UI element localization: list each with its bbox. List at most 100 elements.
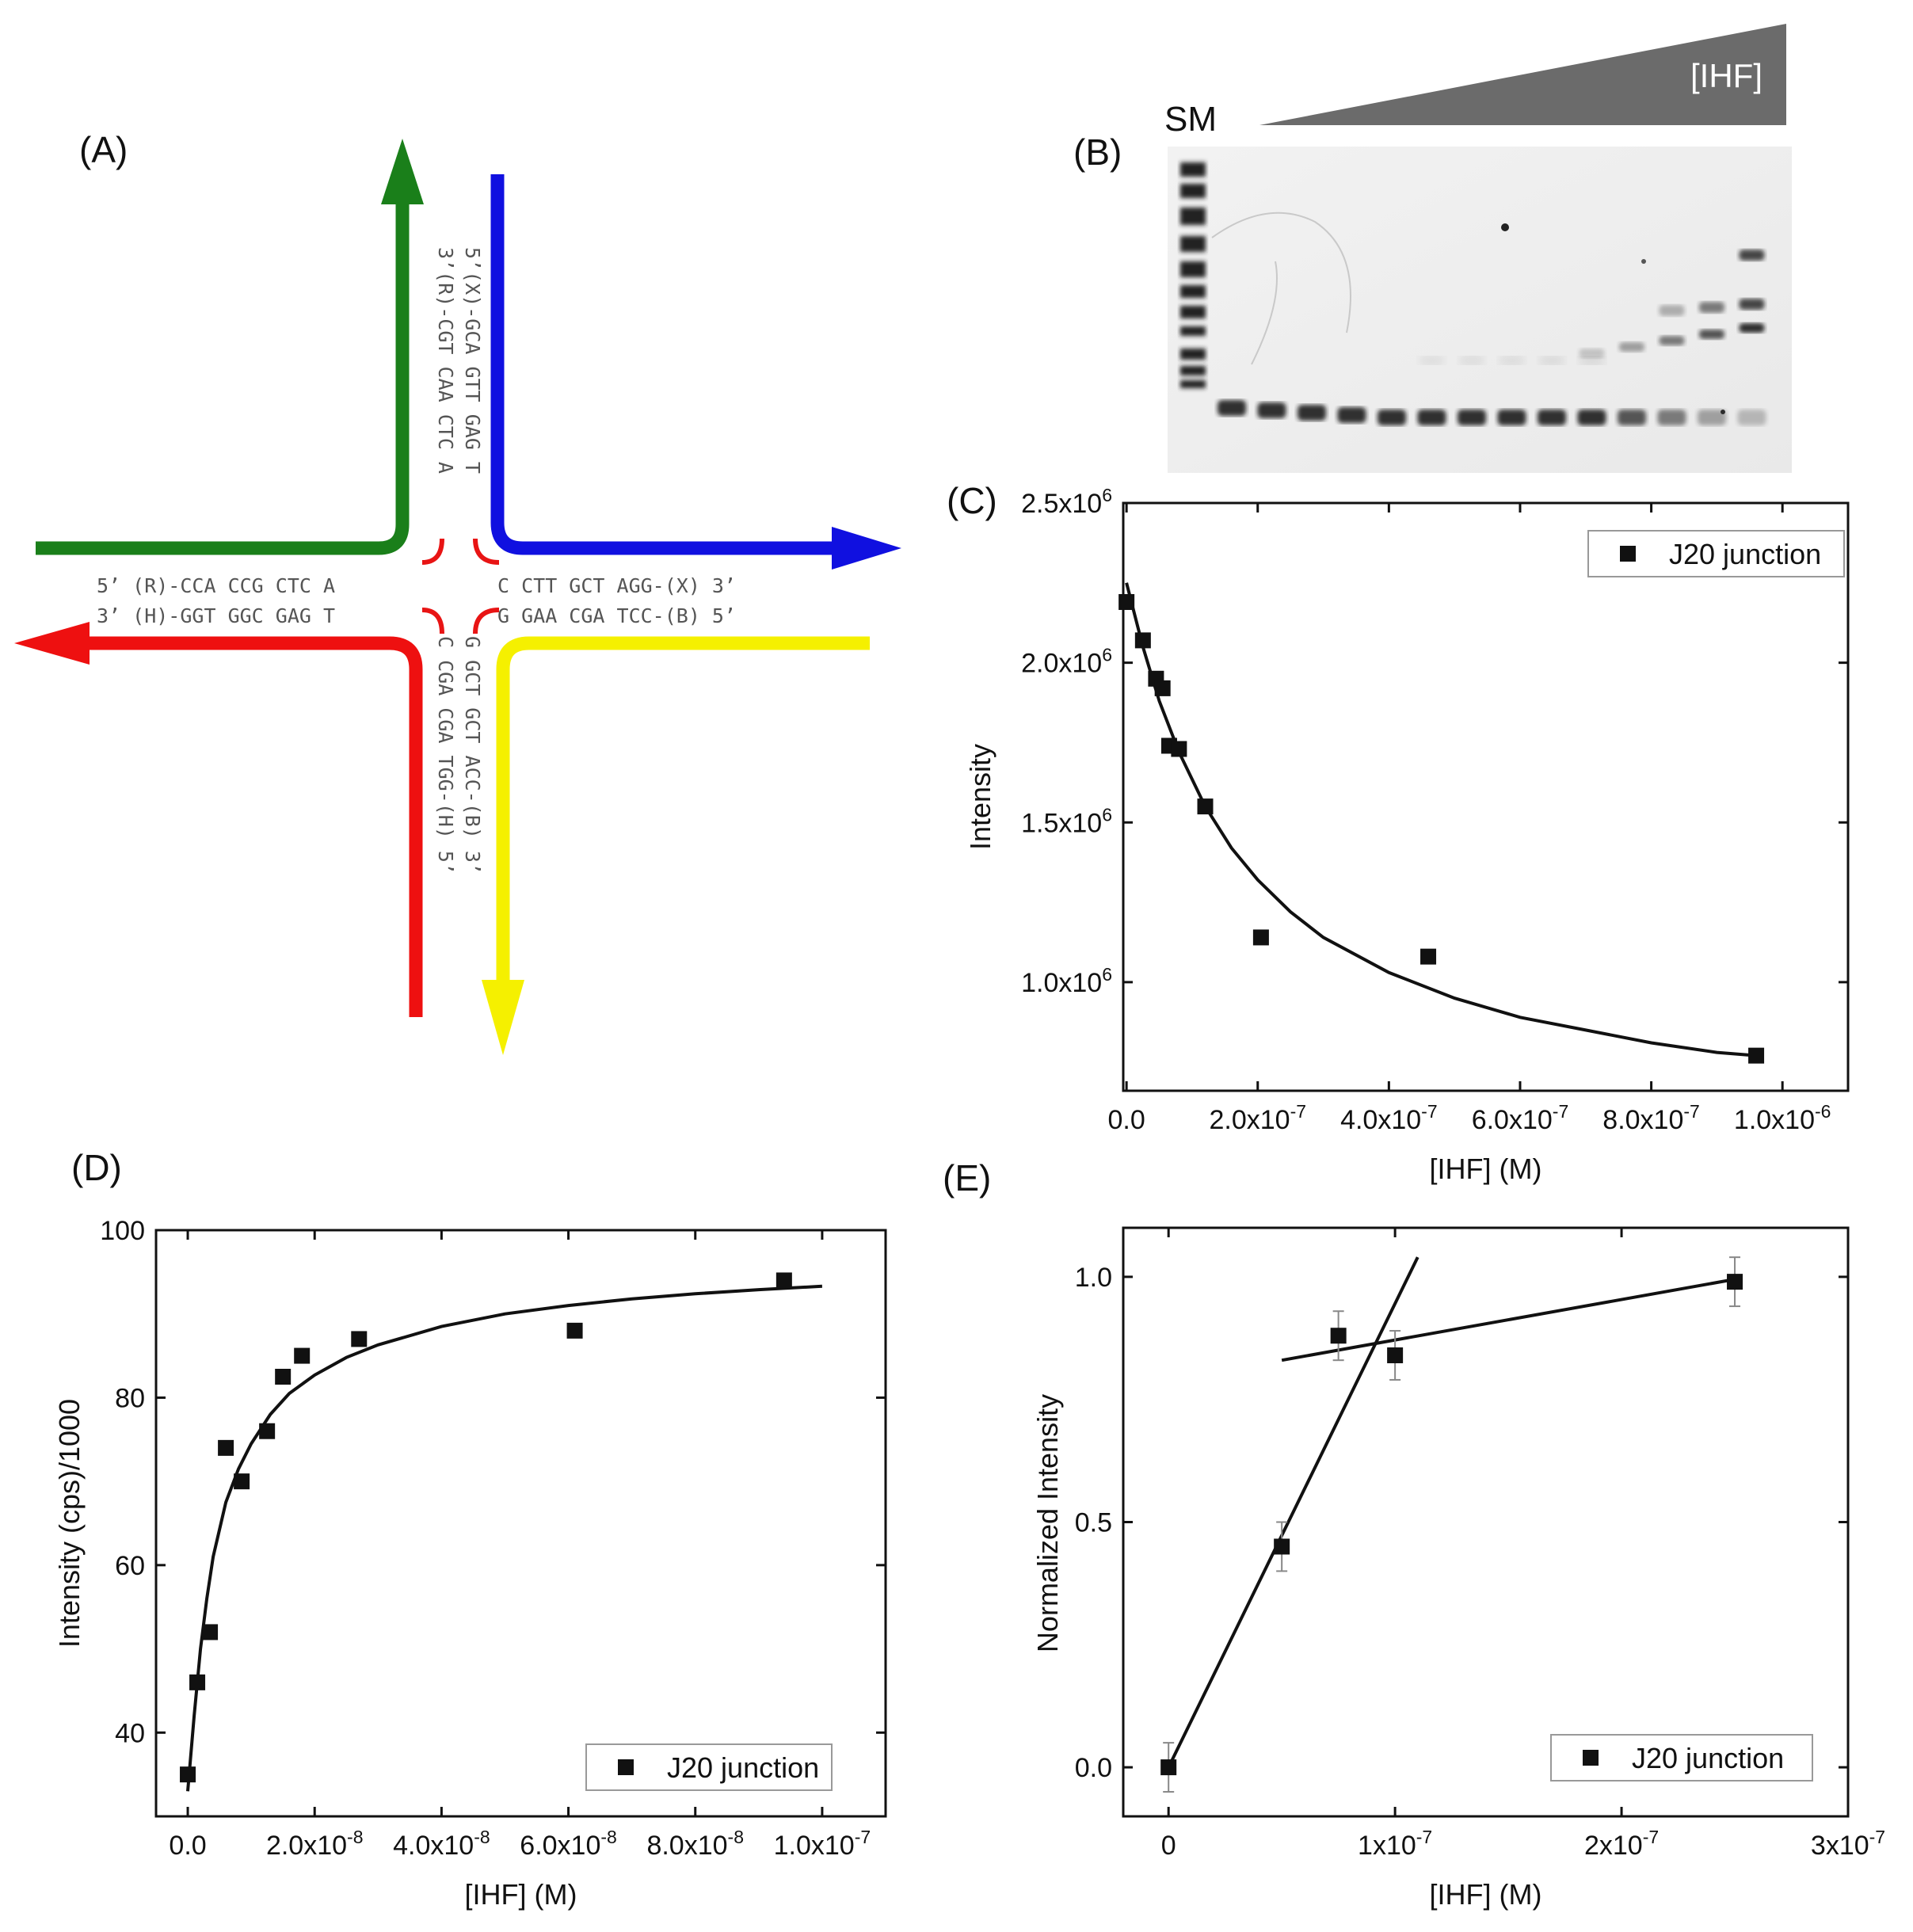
- faint-band: [1419, 356, 1445, 364]
- faint-band: [1499, 356, 1525, 364]
- x-tick-label: 0.0: [169, 1831, 206, 1861]
- chart-panel-c: (C) 0.0 2.0x10-7 4.0x10-7 6.0x10-7 8.0x10-7 1.…: [947, 480, 1850, 1185]
- x-tick-label: 2.0x10-8: [266, 1827, 364, 1861]
- y-axis-label: Intensity: [964, 744, 997, 850]
- gel-lane: [1298, 405, 1326, 421]
- plot-frame: [1122, 501, 1850, 1092]
- seq-vertical-bottom-right: G GCT GCT ACC-(B) 3’: [461, 636, 484, 875]
- size-marker-label: SM: [1164, 100, 1217, 139]
- blue-strand-arrow: [490, 174, 901, 570]
- y-tick-label: 100: [100, 1216, 145, 1246]
- seq-vertical-top-right: 5’(X)-GCA GTT GAG T: [461, 247, 484, 474]
- panel-label-d: (D): [71, 1147, 122, 1188]
- seq-horizontal-bottom-right: G GAA CGA TCC-(B) 5’: [497, 604, 736, 627]
- free-dna-band: [1497, 410, 1526, 425]
- gel-lane: [1458, 356, 1486, 425]
- gel-lane: [1337, 407, 1366, 423]
- gel-lane: [1657, 305, 1686, 425]
- data-point: [1727, 1274, 1743, 1290]
- free-dna-band: [1298, 405, 1326, 421]
- data-point: [1274, 1538, 1290, 1555]
- data-point: [351, 1331, 368, 1347]
- gel-lane: [1378, 410, 1406, 425]
- faint-band: [1459, 356, 1484, 364]
- data-point: [1330, 1328, 1347, 1344]
- gel-lane: [1618, 342, 1646, 425]
- x-tick-label: 0: [1161, 1831, 1176, 1861]
- y-tick-label: 2.0x106: [1021, 645, 1112, 679]
- y-tick-label: 80: [115, 1383, 145, 1413]
- data-point: [1197, 798, 1214, 815]
- x-axis-label: [IHF] (M): [1430, 1878, 1542, 1911]
- data-point: [1171, 741, 1187, 757]
- y-tick-label: 1.5x106: [1021, 804, 1112, 838]
- panel-a: (A) 3’(R)-CGT CAA CTC A 5: [14, 129, 901, 1055]
- legend-label: J20 junction: [1669, 538, 1821, 570]
- y-tick-label: 60: [115, 1551, 145, 1581]
- x-tick-label: 4.0x10-7: [1340, 1101, 1438, 1135]
- gel-lanes: [1218, 250, 1766, 425]
- free-dna-band: [1218, 400, 1246, 416]
- gel-lane: [1737, 250, 1766, 425]
- gel-lane: [1218, 400, 1246, 416]
- faint-band: [1539, 356, 1564, 364]
- data-point: [1387, 1347, 1404, 1363]
- data-point: [1748, 1047, 1765, 1064]
- faint-band: [1579, 356, 1605, 364]
- panel-b-label: (B): [1073, 131, 1122, 173]
- x-tick-label: 4.0x10-8: [393, 1827, 490, 1861]
- free-dna-band: [1337, 407, 1366, 423]
- y-axis-label: Normalized Intensity: [1031, 1394, 1064, 1652]
- x-tick-label: 1x10-7: [1358, 1827, 1432, 1861]
- x-axis-label: [IHF] (M): [1430, 1153, 1542, 1185]
- data-point: [180, 1766, 196, 1783]
- complex-band-upper: [1659, 305, 1685, 316]
- seq-horizontal-bottom: 3’ (H)-GGT GGC GAG T: [97, 604, 335, 627]
- y-tick-label: 2.5x106: [1021, 485, 1112, 519]
- y-tick-label: 1.0: [1075, 1263, 1112, 1293]
- data-point: [566, 1322, 583, 1339]
- free-dna-band: [1257, 402, 1286, 418]
- complex-band: [1579, 349, 1605, 358]
- panel-b: (B) SM [IHF]: [1073, 24, 1792, 473]
- plot-frame: [154, 1229, 887, 1818]
- complex-band: [1739, 323, 1765, 333]
- seq-vertical-bottom-left: C CGA CGA TGG-(H) 5’: [434, 636, 457, 875]
- gel-lane: [1698, 302, 1726, 425]
- free-dna-band: [1577, 410, 1606, 425]
- complex-band-upper: [1699, 302, 1724, 313]
- chart-panel-d: (D) 0.0 2.0x10-8 4.0x10-8 6.0x10-8 8.0x10-8 1.…: [53, 1147, 887, 1911]
- fit-curve: [186, 1284, 823, 1792]
- complex-band-upper: [1739, 299, 1765, 310]
- y-tick-label: 40: [115, 1718, 145, 1748]
- size-marker-lane: [1180, 162, 1206, 388]
- panel-a-label: (A): [79, 129, 128, 170]
- seq-horizontal-top: 5’ (R)-CCA CCG CTC A: [97, 574, 335, 597]
- legend: J20 junction: [1550, 1734, 1813, 1781]
- legend-label: J20 junction: [667, 1751, 819, 1784]
- plot-frame: [1122, 1226, 1850, 1818]
- junction-brackets: [421, 538, 500, 634]
- free-dna-band: [1737, 410, 1766, 425]
- gel-lane: [1577, 349, 1606, 425]
- data-point: [189, 1674, 206, 1690]
- gel-lane: [1538, 356, 1566, 425]
- seq-vertical-top-left: 3’(R)-CGT CAA CTC A: [434, 247, 457, 474]
- x-tick-label: 8.0x10-7: [1602, 1101, 1700, 1135]
- data-point: [259, 1423, 276, 1439]
- data-point: [1118, 594, 1135, 611]
- free-dna-band: [1538, 410, 1566, 425]
- legend-marker: [1583, 1750, 1599, 1766]
- red-strand-arrow: [14, 622, 423, 1017]
- x-axis-label: [IHF] (M): [465, 1878, 577, 1911]
- data-point: [1154, 680, 1171, 696]
- data-point: [218, 1439, 234, 1456]
- data-point: [275, 1369, 292, 1385]
- data-point: [775, 1272, 792, 1289]
- x-tick-label: 2x10-7: [1584, 1827, 1659, 1861]
- data-point: [234, 1473, 250, 1490]
- free-dna-band: [1698, 410, 1726, 425]
- gel-lane: [1497, 356, 1526, 425]
- seq-horizontal-top-right: C CTT GCT AGG-(X) 3’: [497, 574, 736, 597]
